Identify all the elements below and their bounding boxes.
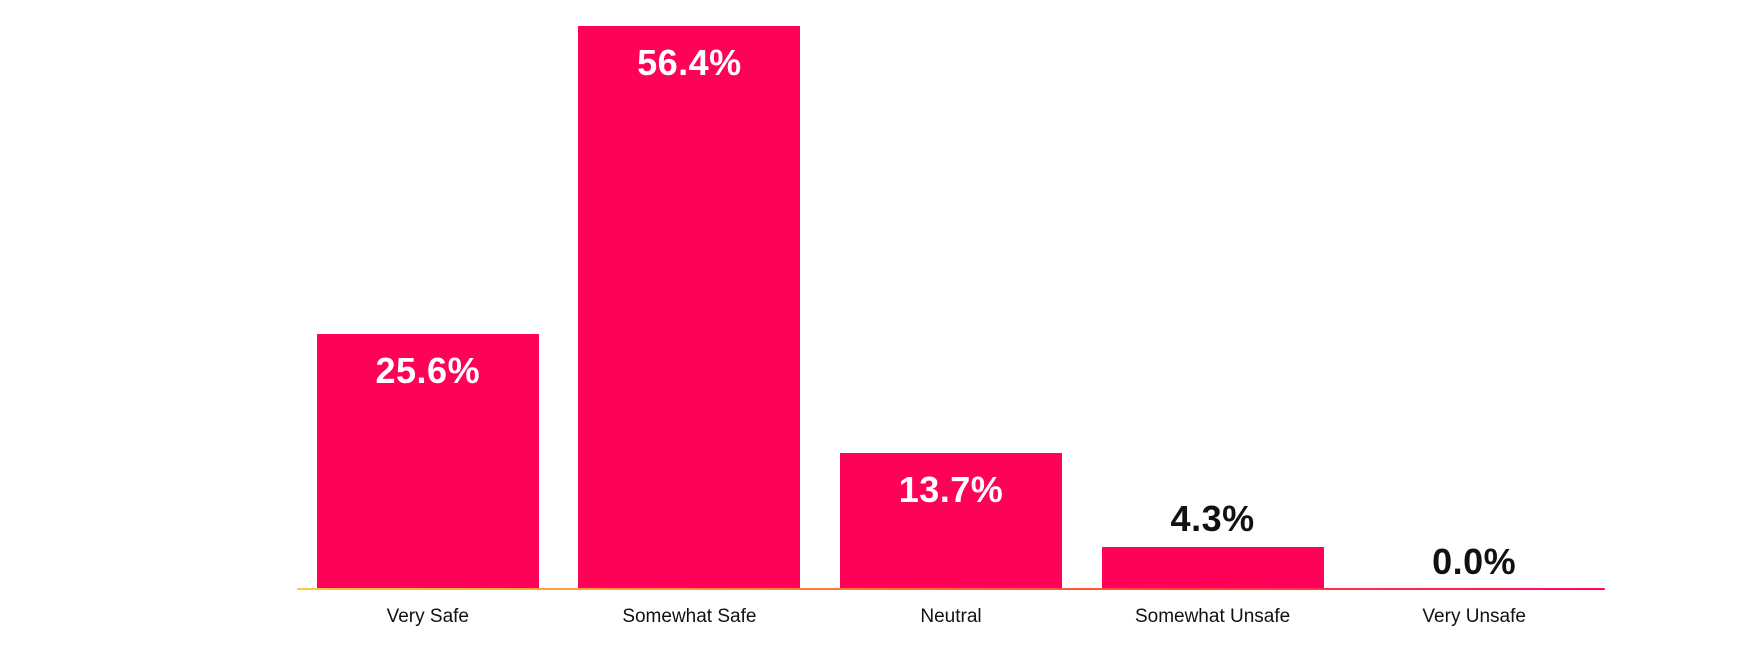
bar-value-label: 25.6% [375,350,481,391]
bar[interactable] [316,334,539,590]
bar[interactable] [1101,547,1324,590]
category-label: Very Unsafe [1422,606,1526,627]
bar[interactable] [839,453,1062,590]
bar-value-label: 4.3% [1170,498,1255,539]
category-label: Very Safe [386,606,469,627]
plot-area: 25.6% Very Safe 56.4% Somewhat Safe 13.7… [297,0,1605,628]
bar-group: 56.4% Somewhat Safe [559,0,821,627]
category-label: Somewhat Safe [622,606,757,627]
bars-container: 25.6% Very Safe 56.4% Somewhat Safe 13.7… [297,0,1605,628]
category-label: Somewhat Unsafe [1134,606,1291,627]
bar-group: 25.6% Very Safe [297,0,559,627]
x-axis-line [297,588,1605,590]
bar-group: 13.7% Neutral [820,0,1082,627]
bar[interactable] [578,26,801,590]
category-label: Neutral [920,606,982,627]
bar-value-label: 0.0% [1432,541,1517,582]
bar-group: 0.0% Very Unsafe [1343,0,1605,628]
bar-value-label: 13.7% [898,469,1004,510]
bar-value-label: 56.4% [637,42,742,83]
bar-group: 4.3% Somewhat Unsafe [1082,0,1344,627]
